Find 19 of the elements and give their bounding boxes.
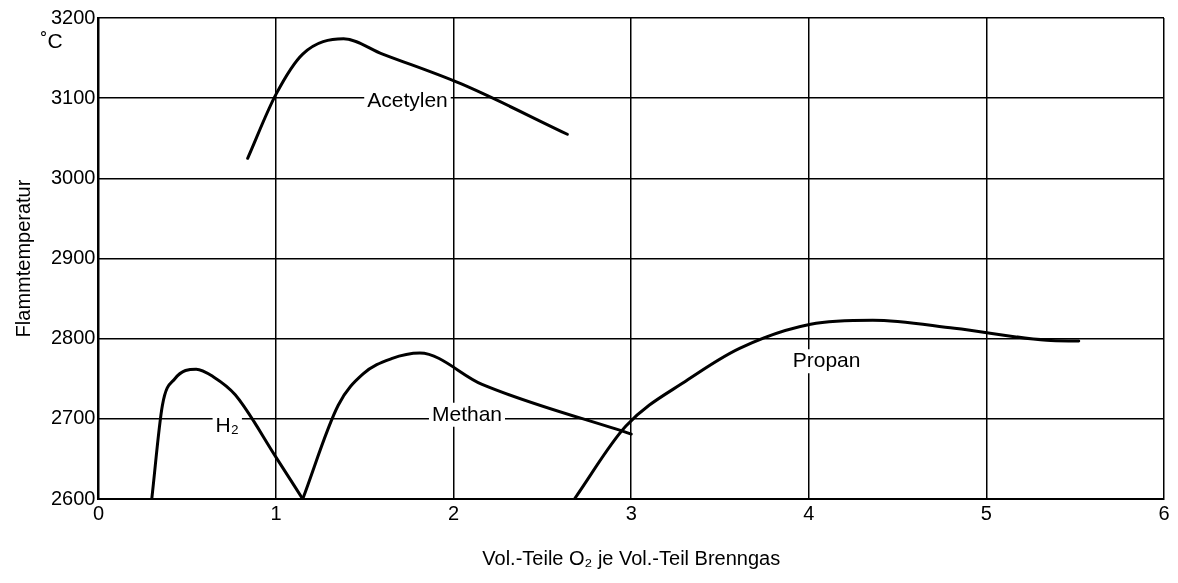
y-tick-label: 3100 — [50, 85, 96, 108]
x-tick-label: 6 — [1158, 501, 1170, 524]
y-tick-label: 2800 — [50, 326, 96, 349]
x-axis-title: Vol.-Teile O₂ je Vol.-Teil Brenngas — [482, 546, 781, 569]
y-tick-label: 2700 — [50, 406, 96, 429]
series-label: H₂ — [215, 412, 239, 436]
y-tick-label: 3000 — [50, 165, 96, 188]
series-label: Acetylen — [367, 88, 448, 112]
y-axis-title: Flammtemperatur — [11, 179, 34, 338]
text: ˚C — [40, 28, 63, 52]
series-label: Propan — [792, 348, 861, 371]
x-tick-label: 5 — [980, 501, 992, 524]
x-tick-label: 4 — [803, 501, 815, 524]
x-tick-label: 2 — [448, 501, 460, 524]
series-label: Methan — [431, 401, 502, 425]
y-tick-label: 2900 — [50, 246, 96, 269]
x-tick-label: 1 — [270, 501, 282, 524]
y-tick-label: 3200 — [50, 5, 96, 28]
x-tick-label: 3 — [625, 501, 637, 524]
